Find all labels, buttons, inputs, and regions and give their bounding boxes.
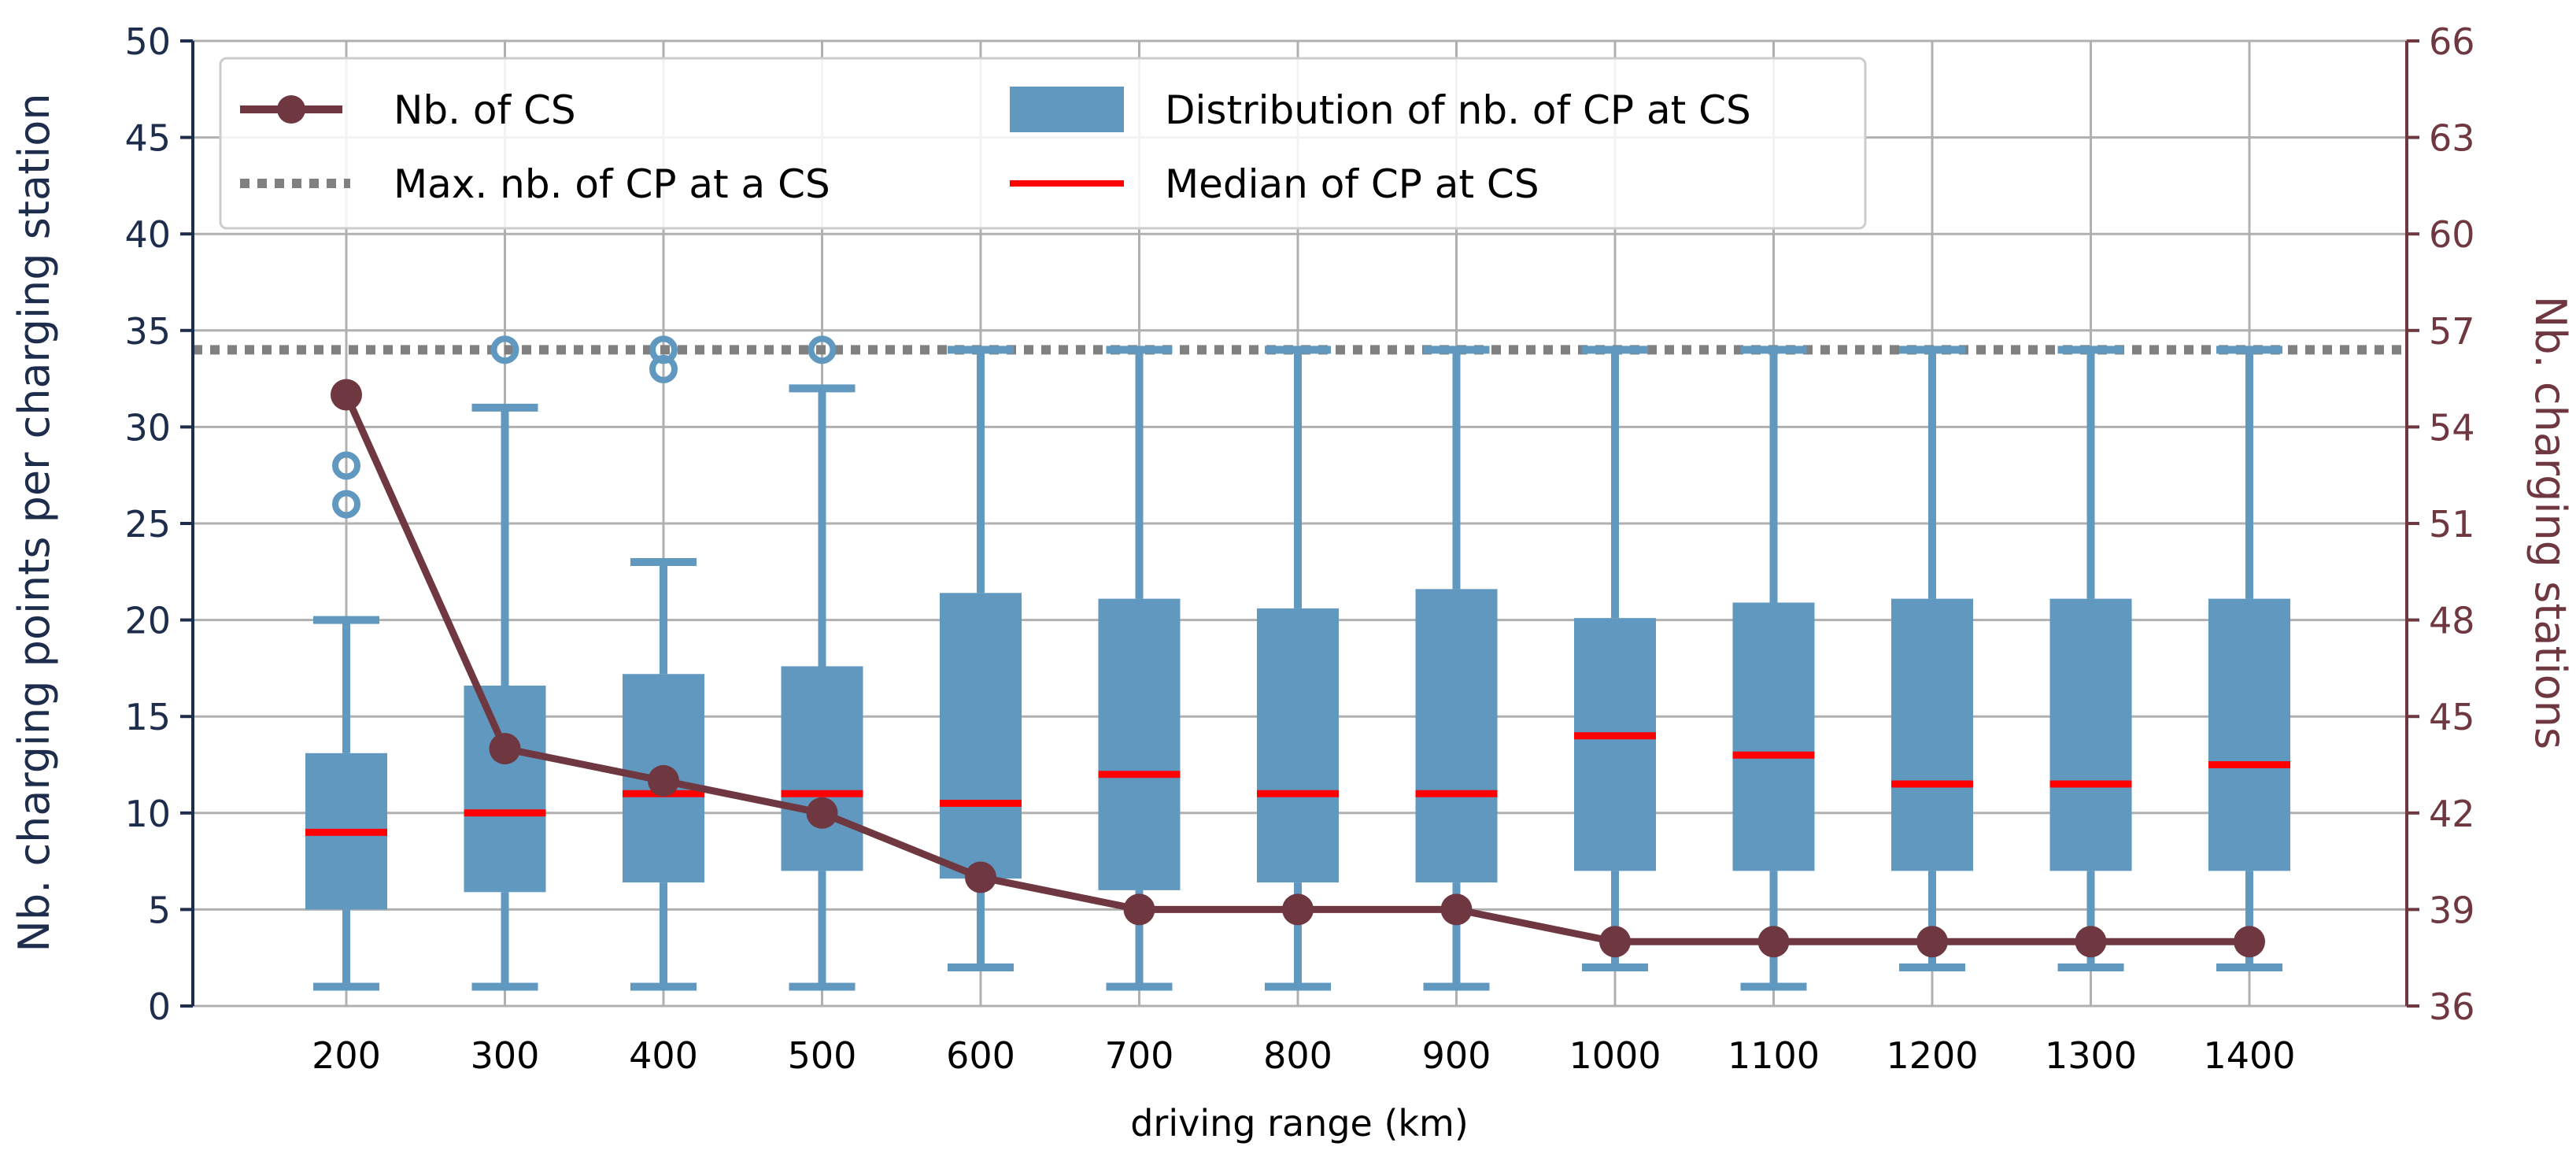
cs-point	[1916, 926, 1948, 958]
box-iqr	[1415, 589, 1498, 883]
y-left-tick-label: 50	[124, 20, 171, 63]
cs-point	[2234, 926, 2265, 958]
x-tick-label: 400	[629, 1034, 698, 1077]
legend-label-max-cp: Max. nb. of CP at a CS	[394, 161, 830, 207]
y-left-tick-label: 30	[124, 406, 171, 449]
boxplot-1300	[2049, 346, 2132, 971]
boxplot-1000	[1574, 346, 1656, 971]
x-axis-label: driving range (km)	[1130, 1102, 1469, 1145]
cs-line-layer	[331, 379, 2265, 958]
boxplot-1400	[2208, 346, 2290, 971]
legend-box-symbol	[1010, 87, 1124, 132]
cs-point	[331, 379, 362, 411]
x-tick-label: 700	[1105, 1034, 1174, 1077]
y-right-tick-label: 36	[2429, 986, 2475, 1028]
box-iqr	[464, 685, 546, 893]
y-left-tick-label: 15	[124, 696, 171, 738]
cs-point	[648, 764, 679, 797]
y-left-tick-label: 25	[124, 503, 171, 546]
y-right-tick-label: 66	[2429, 20, 2475, 63]
y-right-tick-label: 48	[2429, 600, 2475, 642]
outlier-point	[332, 490, 360, 519]
cs-point	[1440, 893, 1473, 926]
boxplot-800	[1257, 346, 1339, 991]
boxplot-1100	[1732, 346, 1815, 991]
box-iqr	[1574, 618, 1656, 871]
cs-point	[1123, 893, 1155, 926]
outlier-point	[490, 335, 519, 364]
y-right-tick-label: 51	[2429, 503, 2475, 546]
box-iqr	[2208, 598, 2290, 871]
y-left-tick-label: 5	[148, 889, 171, 931]
cs-point	[1282, 893, 1314, 926]
x-tick-label: 500	[788, 1034, 857, 1077]
cs-point	[806, 797, 838, 829]
x-tick-label: 1200	[1886, 1034, 1978, 1077]
y-left-tick-label: 10	[124, 793, 171, 835]
x-tick-label: 1100	[1728, 1034, 1820, 1077]
legend-label-distribution: Distribution of nb. of CP at CS	[1165, 87, 1751, 133]
y-right-tick-label: 63	[2429, 117, 2475, 160]
y-right-tick-label: 54	[2429, 406, 2475, 449]
y-axis-left-label: Nb. charging points per charging station	[9, 93, 59, 952]
x-tick-label: 200	[312, 1034, 381, 1077]
boxplot-layer	[305, 335, 2290, 991]
outlier-point	[649, 335, 678, 364]
boxplot-700	[1098, 346, 1181, 991]
y-axis-right-label: Nb. charging stations	[2526, 296, 2575, 749]
boxplot-600	[940, 346, 1022, 971]
boxplot-1200	[1891, 346, 1973, 971]
legend-line-marker	[277, 95, 305, 124]
y-right-tick-label: 60	[2429, 213, 2475, 256]
x-tick-label: 900	[1422, 1034, 1491, 1077]
box-iqr	[781, 666, 863, 871]
legend-frame	[219, 57, 1867, 230]
boxplot-500	[781, 335, 863, 991]
y-left-tick-label: 40	[124, 213, 171, 256]
y-right-tick-label: 45	[2429, 696, 2475, 738]
box-iqr	[1098, 598, 1181, 890]
legend: Nb. of CS Max. nb. of CP at a CS Distrib…	[219, 57, 1867, 230]
cs-point	[1757, 926, 1790, 958]
boxplot-200	[305, 451, 387, 991]
x-tick-label: 1000	[1569, 1034, 1661, 1077]
cs-point	[965, 861, 996, 893]
x-tick-label: 300	[471, 1034, 540, 1077]
x-tick-label: 1300	[2045, 1034, 2137, 1077]
box-iqr	[1891, 598, 1973, 871]
y-left-tick-label: 0	[148, 986, 171, 1028]
cs-point	[2075, 926, 2107, 958]
y-left-tick-label: 45	[124, 117, 171, 160]
cs-point	[489, 733, 521, 765]
y-right-tick-label: 39	[2429, 889, 2475, 931]
x-tick-label: 800	[1263, 1034, 1332, 1077]
outlier-point	[808, 335, 837, 364]
x-tick-label: 1400	[2203, 1034, 2295, 1077]
box-iqr	[1732, 602, 1815, 871]
y-right-tick-label: 42	[2429, 793, 2475, 835]
box-iqr	[940, 593, 1022, 879]
axes: 0 5 10 15 20 25 30 35 40 45 50 36 39 42 45 48 51 54 57 60 63…	[124, 20, 2474, 1077]
boxplot-300	[464, 335, 546, 991]
x-tick-label: 600	[946, 1034, 1015, 1077]
boxplot-900	[1415, 346, 1498, 991]
cs-point	[1599, 926, 1631, 958]
legend-label-nb-cs: Nb. of CS	[394, 87, 576, 133]
box-iqr	[2049, 598, 2132, 871]
box-iqr	[1257, 608, 1339, 883]
y-right-tick-label: 57	[2429, 310, 2475, 353]
outlier-point	[332, 451, 360, 480]
legend-label-median: Median of CP at CS	[1165, 161, 1539, 207]
y-left-tick-label: 20	[124, 600, 171, 642]
y-left-tick-label: 35	[124, 310, 171, 353]
